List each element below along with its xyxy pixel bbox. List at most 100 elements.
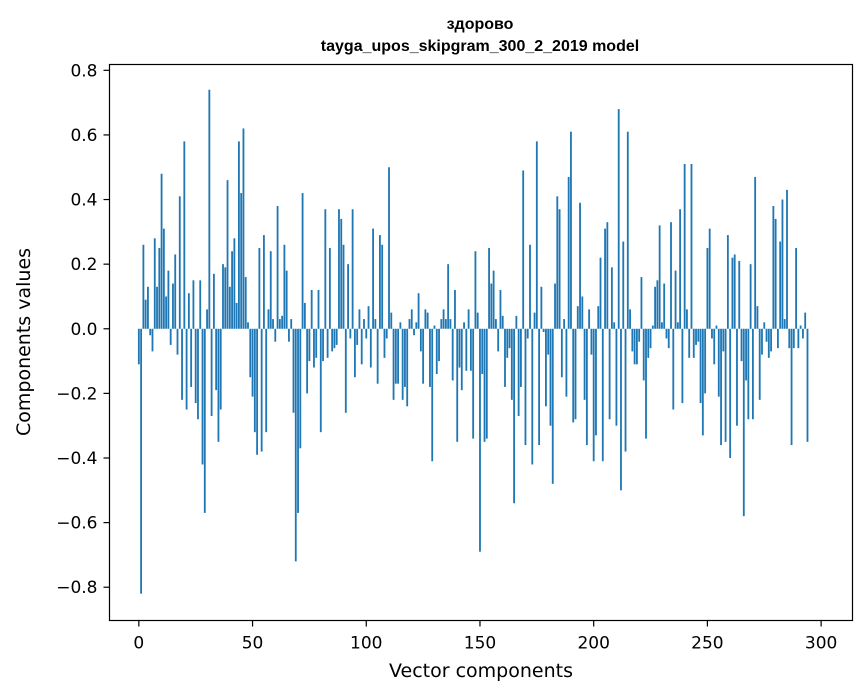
bar [515,315,518,329]
bar [713,328,716,365]
bar [547,328,550,355]
bar [740,328,743,362]
bar [331,328,334,352]
x-tick-label: 100 [350,634,382,654]
bar [303,302,306,329]
bar [488,248,490,329]
bar [806,328,809,442]
bar [572,328,575,423]
bar [344,328,347,413]
bar [401,328,404,400]
chart-title-word: здорово [447,16,514,33]
bar [328,248,331,329]
bar [510,328,513,400]
bar [260,328,263,452]
bar [399,322,402,329]
bar [165,296,168,329]
bar [649,328,652,349]
bar [272,319,274,329]
bar [592,328,595,462]
bar [758,328,761,400]
bar [465,328,468,371]
bar [315,328,318,358]
bar [219,328,222,410]
bar [258,248,261,329]
bar [181,328,183,400]
bar [435,328,438,374]
bar [720,328,722,446]
bar [251,328,254,397]
bar [456,328,459,442]
bar [297,328,299,513]
bar [197,328,199,420]
bar [267,309,270,329]
bar [360,328,363,365]
bar [265,328,268,433]
bar [565,328,568,397]
bar [415,322,418,329]
bar [158,248,161,329]
bar [570,131,572,329]
bar [194,328,197,404]
bar [363,319,365,329]
bar [222,264,224,329]
bar [404,328,406,387]
bar [699,328,702,404]
bar [499,290,502,329]
bar [203,328,206,513]
bar [172,283,174,329]
bar [151,328,154,352]
bar [319,328,322,433]
bar [263,235,265,329]
bar [324,209,327,329]
bar [281,315,284,329]
bar [697,328,700,342]
y-axis-ticks: −0.8 −0.6 −0.4 −0.2 0.0 0.2 0.4 0.6 0.8 [56,61,110,598]
bar [294,328,297,562]
bar [479,328,481,552]
bar [631,328,634,352]
bar [672,328,675,410]
bar [413,328,415,336]
bar [338,209,340,329]
bar [576,306,579,329]
bar [388,167,390,329]
bar [394,328,397,384]
bar [226,180,229,329]
bar [210,328,213,416]
bar [278,319,281,329]
bar [149,328,152,336]
bar [751,328,754,420]
bar [269,251,272,329]
bar [206,309,208,329]
bar [670,222,672,329]
bar [574,328,577,420]
bar [449,319,452,329]
bar [690,164,693,329]
bar [506,328,509,358]
bar [647,328,650,358]
bar [645,328,647,439]
y-tick-label: −0.8 [56,578,97,598]
bar [233,238,236,329]
bar [783,319,786,329]
bar [588,309,591,329]
bar [483,328,486,442]
bar [736,328,738,426]
bar [686,309,688,329]
bar [313,328,315,368]
bar [183,141,186,329]
bar [679,209,682,329]
bar [633,328,636,365]
bar [458,328,461,368]
bar [726,235,729,329]
bar [792,328,795,349]
bar [372,228,374,329]
bar [153,238,156,329]
bar [531,328,534,465]
bar [485,328,488,439]
bar [802,328,804,339]
bar [620,328,622,491]
bar [285,270,288,329]
bar [658,225,661,329]
